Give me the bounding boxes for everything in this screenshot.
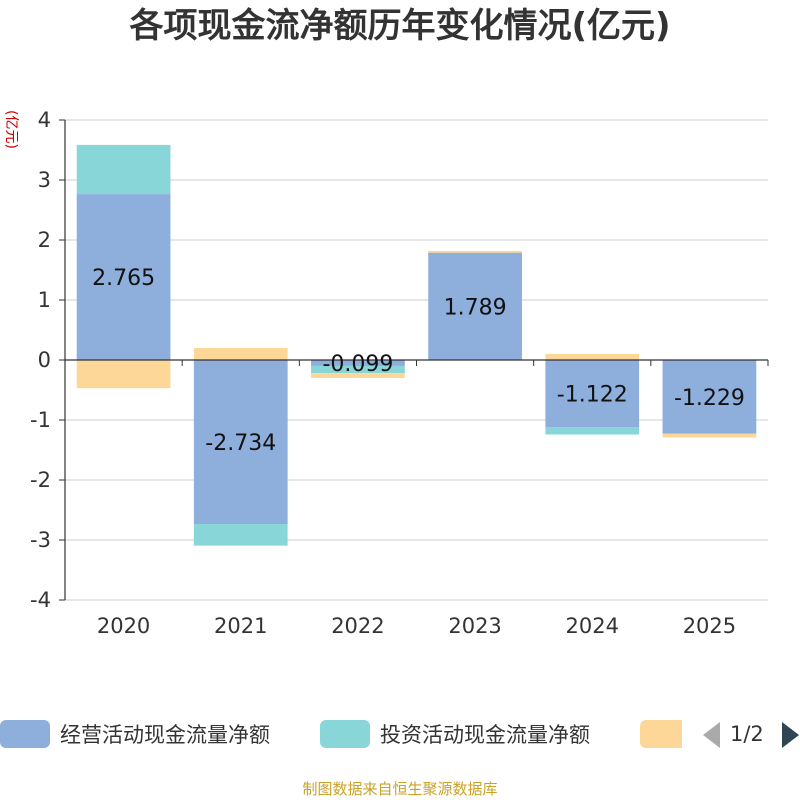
legend-prev-page-icon[interactable]	[703, 722, 720, 748]
x-tick-label-2023: 2023	[448, 614, 501, 638]
axes: 4 3 2 1 0 -1 -2 -3 -4 2020 2021 2022 2023 2024 2025	[30, 108, 769, 638]
chart-plot: 4 3 2 1 0 -1 -2 -3 -4 2020 2021 2022 2023 2024 2025 2.…	[30, 108, 769, 638]
bar-2024-series-0	[545, 360, 640, 428]
bar-2022-series-2	[311, 373, 405, 378]
x-tick-label-2022: 2022	[331, 614, 384, 638]
y-tick-label: -4	[30, 588, 51, 612]
bar-2024-series-2	[545, 354, 640, 360]
data-label-2024: -1.122	[557, 383, 628, 408]
bar-marks	[76, 144, 757, 546]
data-label-2025: -1.229	[674, 386, 745, 411]
bar-2023-series-2	[428, 250, 522, 253]
y-tick-label: 1	[38, 288, 51, 312]
source-footer: 制图数据来自恒生聚源数据库	[302, 780, 498, 798]
bar-2021-series-1	[193, 524, 288, 546]
legend-item-investing[interactable]: 投资活动现金流量净额	[320, 716, 590, 752]
y-tick-label: 0	[38, 348, 51, 372]
bar-2023-series-0	[428, 252, 522, 360]
x-tick-label-2025: 2025	[683, 614, 736, 638]
bar-2022-series-1	[311, 365, 405, 374]
legend-swatch-investing	[320, 720, 370, 748]
chart-title: 各项现金流净额历年变化情况(亿元)	[129, 6, 671, 46]
data-label-2020: 2.765	[92, 266, 155, 291]
legend-item-financing[interactable]	[640, 716, 682, 752]
legend-swatch-operating	[0, 720, 50, 748]
data-label-2021: -2.734	[205, 431, 276, 456]
legend-pager: 1/2	[700, 716, 800, 752]
y-tick-label: -1	[30, 408, 51, 432]
x-tick-label-2020: 2020	[97, 614, 150, 638]
bar-2021-series-2	[193, 348, 288, 360]
bar-2024-series-1	[545, 427, 640, 435]
y-tick-label: 3	[38, 168, 51, 192]
legend-swatch-financing	[640, 720, 682, 748]
legend-item-operating[interactable]: 经营活动现金流量净额	[0, 716, 270, 752]
y-tick-label: -3	[30, 528, 51, 552]
legend-label-investing: 投资活动现金流量净额	[380, 723, 590, 747]
bar-2025-series-0	[662, 360, 757, 434]
bar-2022-series-0	[311, 360, 405, 366]
data-labels: 2.765 -2.734 -0.099 1.789 -1.122 -1.229	[92, 266, 745, 456]
legend: 经营活动现金流量净额 投资活动现金流量净额	[0, 716, 800, 752]
y-tick-label: 4	[38, 108, 51, 132]
bar-2025-series-2	[662, 433, 757, 438]
bar-2020-series-0	[76, 194, 171, 360]
bar-2021-series-0	[193, 360, 288, 525]
x-tick-label-2021: 2021	[214, 614, 267, 638]
legend-next-page-icon[interactable]	[782, 722, 799, 748]
x-tick-label-2024: 2024	[566, 614, 619, 638]
bar-2020-series-2	[76, 360, 171, 389]
data-label-2022: -0.099	[322, 352, 393, 377]
legend-page-indicator: 1/2	[730, 722, 764, 746]
y-tick-label: 2	[38, 228, 51, 252]
y-tick-label: -2	[30, 468, 51, 492]
bar-2020-series-1	[76, 144, 171, 195]
grid-lines	[65, 119, 768, 601]
data-label-2023: 1.789	[444, 295, 507, 320]
legend-label-operating: 经营活动现金流量净额	[60, 723, 270, 747]
